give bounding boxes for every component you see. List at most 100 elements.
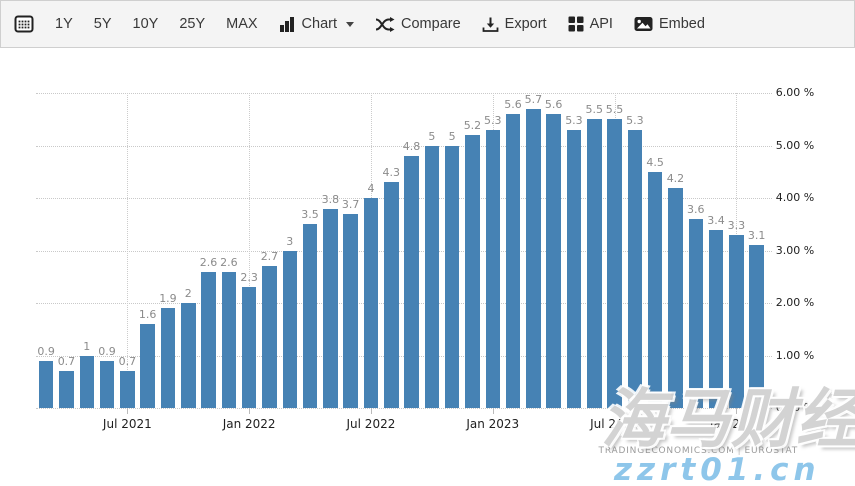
caret-down-icon — [346, 21, 355, 27]
bar[interactable] — [688, 219, 703, 408]
embed-button[interactable]: Embed — [633, 14, 706, 34]
bar-value-label: 5.6 — [504, 98, 522, 111]
range-button-max[interactable]: MAX — [226, 16, 258, 32]
bar[interactable] — [343, 213, 358, 408]
range-button-5y[interactable]: 5Y — [93, 16, 112, 32]
bar[interactable] — [444, 145, 460, 408]
bar-value-label: 5.3 — [484, 113, 502, 127]
bar-value-label: 0.7 — [57, 355, 76, 369]
bar[interactable] — [99, 360, 115, 408]
x-axis-tick — [249, 408, 251, 414]
bar[interactable] — [79, 355, 94, 408]
bar[interactable] — [465, 135, 480, 408]
y-axis-label: 0.00 % — [775, 401, 815, 414]
x-axis-tick — [736, 408, 738, 414]
bar[interactable] — [323, 208, 338, 408]
bar-value-label: 2.3 — [240, 271, 258, 285]
bar-value-label: 3.3 — [727, 218, 746, 232]
bar[interactable] — [546, 114, 561, 408]
bar[interactable] — [424, 145, 440, 408]
chart-menu-label: Chart — [301, 16, 338, 32]
bar-value-label: 4.2 — [666, 171, 685, 185]
bar[interactable] — [566, 129, 582, 408]
embed-label: Embed — [658, 16, 705, 32]
x-axis-label: Jul 2021 — [102, 417, 152, 431]
bar[interactable] — [59, 371, 74, 408]
toolbar: 1Y 5Y 10Y 25Y MAX Chart Compare — [0, 0, 855, 48]
bar-value-label: 5.3 — [565, 113, 583, 127]
shuffle-icon — [375, 16, 395, 32]
gridline-horizontal — [36, 198, 772, 199]
bar-value-label: 3.1 — [747, 229, 766, 243]
gridline-horizontal — [36, 355, 772, 357]
attribution: TRADINGECONOMICS.COM | EUROSTAT — [599, 446, 798, 456]
y-axis-label: 3.00 % — [775, 243, 815, 257]
bar[interactable] — [38, 360, 54, 408]
bar[interactable] — [404, 156, 419, 408]
bar[interactable] — [729, 234, 744, 408]
bar-value-label: 4.3 — [382, 166, 401, 180]
attribution-provider: EUROSTAT — [744, 446, 798, 456]
chart-type-menu[interactable]: Chart — [278, 14, 355, 34]
bar[interactable] — [241, 287, 257, 408]
bar-value-label: 5.5 — [585, 103, 604, 117]
bar[interactable] — [384, 182, 399, 408]
compare-label: Compare — [401, 16, 461, 32]
bar[interactable] — [708, 229, 724, 408]
bar-value-label: 3.5 — [301, 208, 319, 222]
bar[interactable] — [363, 198, 379, 408]
gridline-horizontal — [36, 250, 772, 252]
bar[interactable] — [668, 187, 683, 408]
image-icon — [634, 17, 653, 31]
grid-squares-icon — [568, 16, 584, 32]
bar[interactable] — [607, 119, 622, 408]
x-axis-label: Jul 2022 — [346, 417, 396, 431]
export-label: Export — [504, 16, 547, 32]
bar[interactable] — [201, 271, 216, 408]
range-button-1y[interactable]: 1Y — [55, 16, 73, 32]
api-button[interactable]: API — [567, 14, 614, 34]
bar[interactable] — [221, 271, 237, 408]
gridline-horizontal — [36, 145, 772, 147]
bar[interactable] — [140, 324, 155, 408]
bar[interactable] — [627, 129, 643, 408]
bar-value-label: 4.8 — [402, 140, 421, 153]
x-axis-label: Jul 2023 — [590, 417, 639, 431]
bar[interactable] — [302, 224, 318, 408]
bar[interactable] — [160, 308, 176, 408]
bar[interactable] — [120, 371, 135, 408]
bar-value-label: 2 — [184, 287, 192, 300]
range-button-25y[interactable]: 25Y — [179, 16, 206, 32]
x-axis-label: Jan 2024 — [709, 417, 763, 431]
bar-value-label: 4.5 — [646, 155, 664, 169]
y-axis-label: 6.00 % — [775, 86, 815, 99]
bar-value-label: 5 — [448, 129, 456, 143]
bar-value-label: 1.6 — [138, 308, 157, 321]
bar[interactable] — [282, 250, 297, 408]
watermark-domain: zzrt01.cn — [614, 452, 821, 486]
bar[interactable] — [587, 119, 602, 408]
bar[interactable] — [647, 171, 663, 408]
bar-value-label: 1.9 — [159, 292, 177, 306]
bar-value-label: 5.6 — [544, 98, 563, 111]
bar-value-label: 0.7 — [118, 355, 137, 369]
calendar-button[interactable] — [13, 12, 35, 36]
x-axis-tick — [127, 408, 129, 414]
x-axis-label: Jan 2022 — [222, 417, 276, 431]
x-axis-label: Jan 2023 — [466, 417, 520, 431]
bar[interactable] — [526, 108, 541, 408]
attribution-divider: | — [737, 446, 742, 456]
bar[interactable] — [485, 129, 500, 408]
compare-button[interactable]: Compare — [374, 14, 462, 34]
bar[interactable] — [181, 303, 196, 408]
bar-value-label: 0.9 — [37, 344, 55, 358]
bar[interactable] — [262, 266, 277, 408]
bar-chart-icon — [279, 16, 294, 32]
range-button-10y[interactable]: 10Y — [132, 16, 159, 32]
bar-value-label: 1 — [83, 339, 91, 353]
bar[interactable] — [505, 114, 521, 408]
bar-value-label: 0.9 — [98, 344, 116, 358]
gridline-horizontal — [36, 303, 772, 304]
bar[interactable] — [749, 245, 764, 408]
export-button[interactable]: Export — [481, 14, 548, 35]
